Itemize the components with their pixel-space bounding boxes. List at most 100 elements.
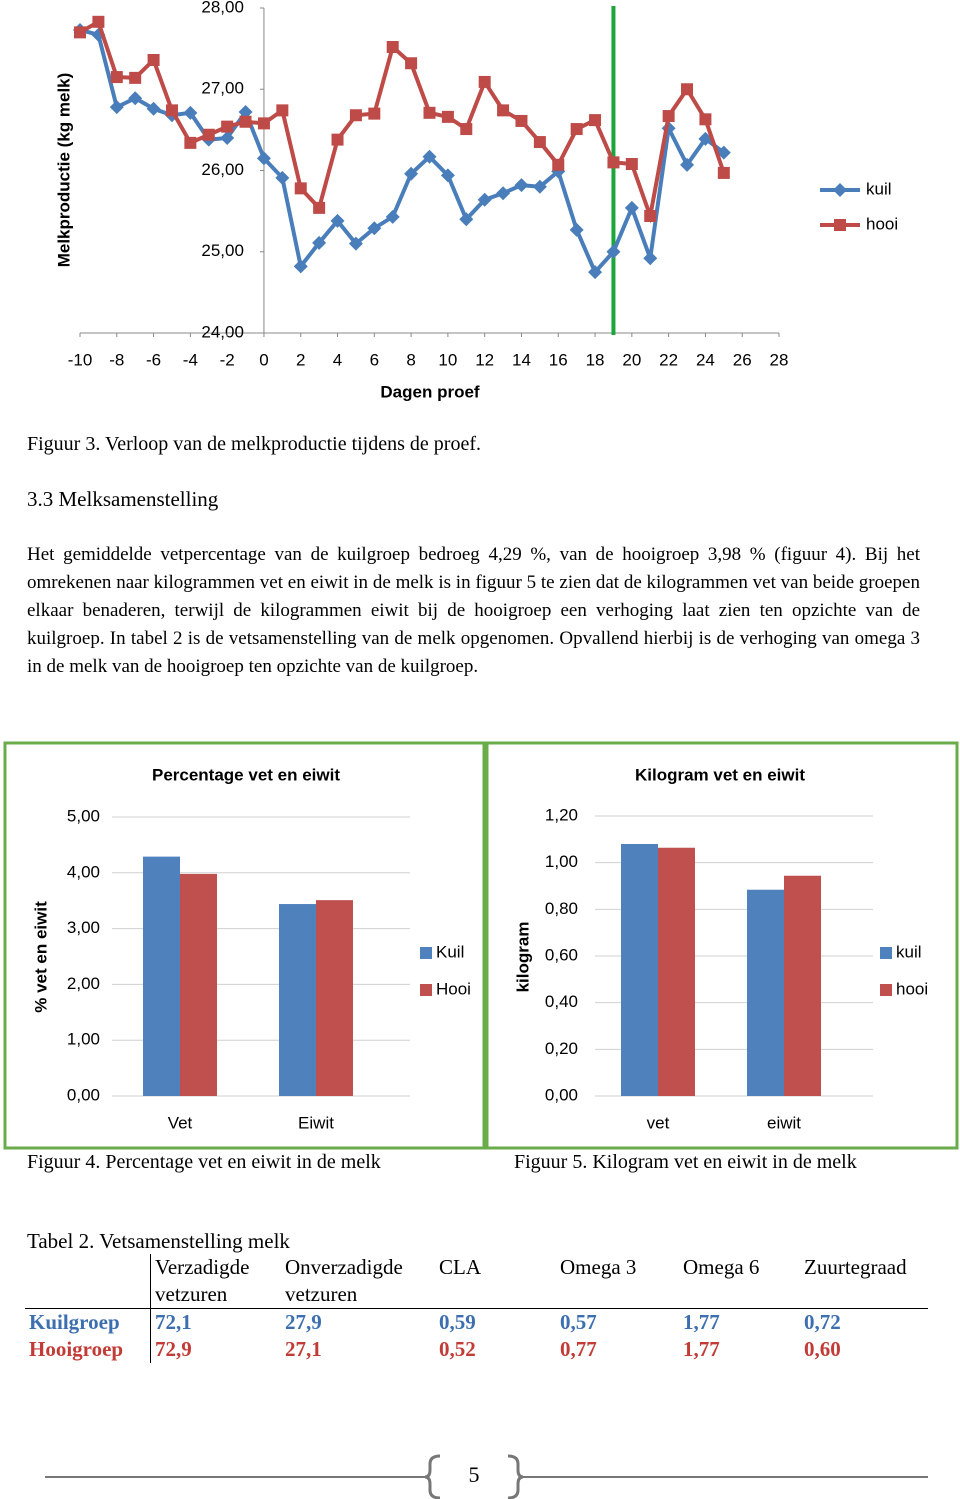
marker — [662, 110, 675, 123]
marker — [441, 110, 454, 123]
x-tick-label: 2 — [296, 350, 305, 369]
marker — [533, 136, 546, 149]
marker — [221, 120, 234, 133]
table: Verzadigde vetzuren Onverzadigde vetzure… — [25, 1254, 928, 1363]
x-tick-label: Eiwit — [298, 1113, 334, 1132]
header-cell: Omega 6 — [679, 1254, 800, 1309]
marker — [644, 210, 657, 222]
bar — [279, 904, 316, 1096]
marker — [202, 128, 215, 141]
x-tick-label: 20 — [622, 350, 641, 369]
page-number: 5 — [469, 1462, 480, 1487]
legend-label: Hooi — [436, 979, 471, 998]
marker — [276, 104, 289, 117]
marker — [532, 179, 547, 194]
marker — [404, 166, 419, 181]
cell: 27,9 — [285, 1310, 322, 1334]
marker — [313, 201, 326, 214]
y-tick-label: 0,60 — [545, 945, 578, 964]
marker — [496, 186, 511, 201]
header-cell: CLA — [435, 1254, 556, 1309]
bracket — [424, 1454, 441, 1499]
marker — [92, 15, 105, 28]
cell: 0,52 — [439, 1337, 476, 1361]
marker — [717, 166, 730, 179]
marker — [497, 104, 510, 117]
legend-label: Kuil — [436, 942, 464, 961]
chart-title: Kilogram vet en eiwit — [635, 765, 805, 784]
marker — [220, 131, 235, 145]
cell: 0,77 — [560, 1337, 597, 1361]
x-tick-label: 26 — [733, 350, 752, 369]
marker — [515, 114, 528, 127]
x-axis-label: Dagen proef — [380, 382, 480, 401]
series-line — [79, 28, 726, 276]
marker — [569, 222, 584, 237]
x-tick-label: 10 — [438, 350, 457, 369]
marker — [146, 101, 161, 116]
marker — [110, 71, 123, 84]
marker — [331, 133, 344, 146]
marker — [368, 107, 381, 120]
series-line — [79, 18, 726, 224]
marker — [607, 156, 620, 169]
corner — [25, 1254, 151, 1309]
bar — [784, 875, 821, 1096]
marker — [833, 183, 847, 197]
cell: 0,72 — [804, 1310, 841, 1334]
legend-label: hooi — [896, 979, 928, 998]
legend-label: kuil — [896, 942, 922, 961]
table-row: Kuilgroep 72,1 27,9 0,59 0,57 1,77 0,72 — [25, 1308, 928, 1336]
marker — [624, 200, 639, 215]
bar — [180, 873, 217, 1096]
bar — [621, 844, 658, 1096]
row-label: Hooigroep — [25, 1336, 151, 1363]
x-tick-label: -8 — [109, 350, 124, 369]
marker — [349, 109, 362, 122]
x-tick-label: 28 — [770, 350, 789, 369]
marker — [423, 106, 436, 119]
figure-frame — [3, 741, 486, 1150]
marker — [184, 136, 197, 149]
header-cell: Omega 3 — [556, 1254, 679, 1309]
x-tick-label: eiwit — [767, 1113, 801, 1132]
legend-label: kuil — [866, 179, 892, 198]
y-tick-label: 1,20 — [545, 805, 578, 824]
x-tick-label: 22 — [659, 350, 678, 369]
marker — [588, 265, 603, 280]
y-tick-label: 25,00 — [201, 241, 244, 260]
y-axis-label: kilogram — [513, 922, 532, 993]
bar — [747, 889, 784, 1096]
marker — [348, 236, 363, 251]
marker — [330, 213, 345, 228]
marker — [147, 54, 160, 66]
marker — [165, 104, 178, 117]
x-tick-label: -2 — [220, 350, 235, 369]
marker — [275, 170, 290, 185]
marker — [514, 178, 529, 193]
marker — [440, 168, 455, 183]
table-row: Hooigroep 72,9 27,1 0,52 0,77 1,77 0,60 — [25, 1336, 928, 1363]
x-tick-label: 18 — [586, 350, 605, 369]
y-tick-label: 4,00 — [67, 862, 100, 881]
cell: 1,77 — [683, 1337, 720, 1361]
figure-caption: Figuur 5. Kilogram vet en eiwit in de me… — [514, 1151, 857, 1173]
header-cell: Verzadigde vetzuren — [150, 1254, 281, 1309]
marker — [367, 221, 382, 236]
marker — [128, 91, 143, 106]
y-tick-label: 5,00 — [67, 806, 100, 825]
figure-caption: Figuur 4. Percentage vet en eiwit in de … — [27, 1151, 381, 1173]
x-tick-label: 8 — [406, 350, 415, 369]
marker — [589, 114, 602, 127]
y-axis-label: Melkproductie (kg melk) — [54, 73, 73, 268]
x-tick-label: 14 — [512, 350, 531, 369]
legend-swatch — [880, 947, 892, 959]
marker — [294, 182, 307, 195]
y-axis-label: % vet en eiwit — [31, 901, 50, 1013]
bar — [143, 856, 180, 1096]
marker — [74, 26, 86, 39]
marker — [699, 113, 712, 126]
x-tick-label: 6 — [370, 350, 379, 369]
